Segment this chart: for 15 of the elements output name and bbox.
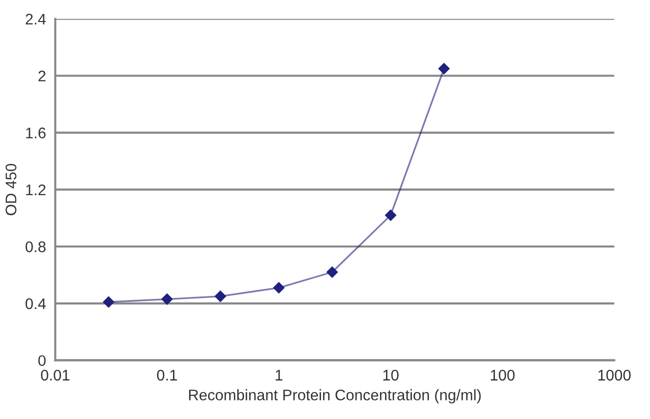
x-axis-title: Recombinant Protein Concentration (ng/ml) bbox=[189, 389, 481, 404]
y-tick-label: 2.4 bbox=[26, 14, 46, 24]
x-tick-label: 0.1 bbox=[157, 370, 177, 381]
x-tick-label: 1 bbox=[276, 370, 282, 380]
y-tick-label: 0.8 bbox=[26, 241, 46, 252]
y-axis-title: OD 450 bbox=[6, 164, 16, 216]
y-tick-label: 0.4 bbox=[26, 298, 46, 310]
y-tick-label: 1.6 bbox=[26, 128, 46, 138]
x-tick-label: 10 bbox=[383, 370, 399, 381]
x-tick-label: 100 bbox=[490, 370, 515, 381]
x-tick-label: 1000 bbox=[598, 370, 631, 381]
y-tick-label: 1.2 bbox=[26, 184, 46, 196]
y-tick-label: 0 bbox=[38, 355, 46, 366]
x-tick-label: 0.01 bbox=[40, 370, 70, 381]
y-tick-label: 2 bbox=[38, 70, 46, 82]
